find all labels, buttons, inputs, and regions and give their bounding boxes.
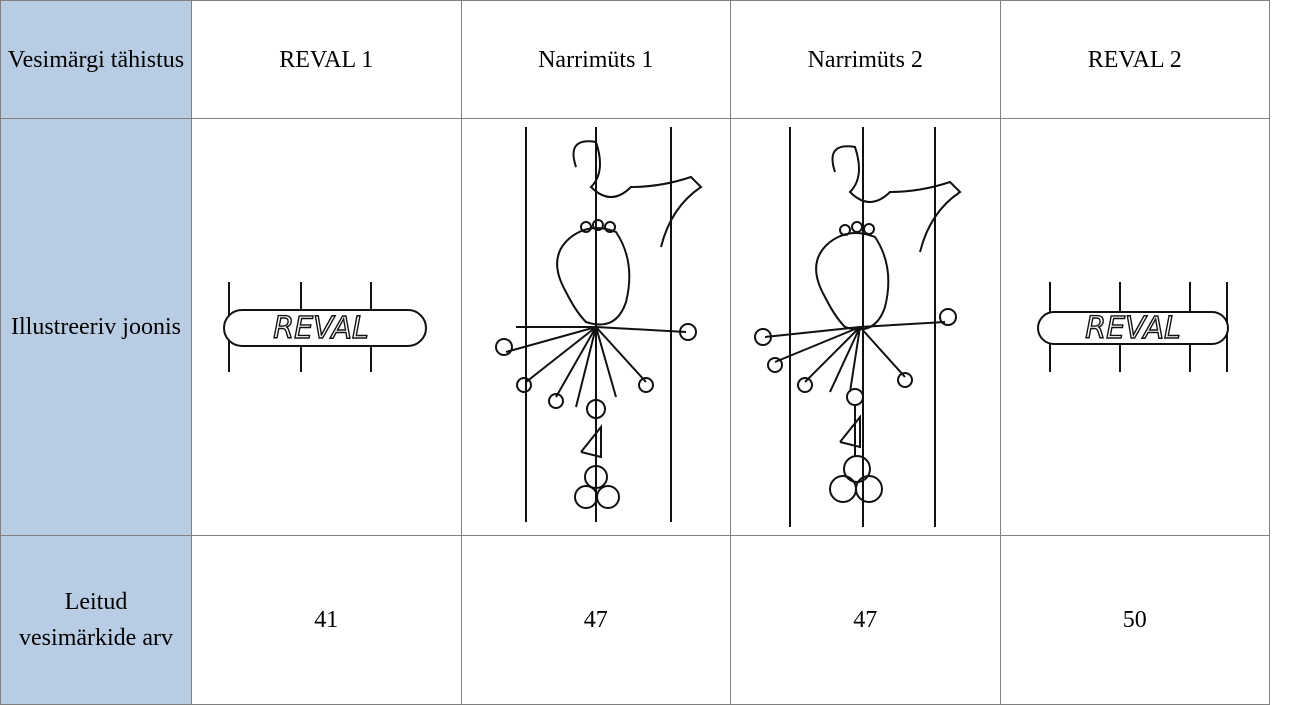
row-label: Vesimärgi tähistus — [0, 0, 192, 119]
jester-drawing — [754, 127, 962, 527]
jester-drawing — [494, 127, 703, 522]
illustration-row: Illustreeriv joonis REVAL — [0, 118, 1270, 536]
column-header: Narrimüts 1 — [460, 0, 731, 119]
illustration-cell — [730, 118, 1001, 536]
illustration-cell: REVAL — [191, 118, 462, 536]
illustration-cell — [460, 118, 731, 536]
count-cell: 47 — [730, 535, 1001, 705]
count-row: Leitud vesimärkide arv 41 47 47 50 — [0, 535, 1270, 705]
illustration-cell: REVAL — [999, 118, 1270, 536]
reval-drawing: REVAL — [1036, 282, 1229, 372]
header-row: Vesimärgi tähistus REVAL 1 Narrimüts 1 N… — [0, 0, 1270, 119]
count-cell: 47 — [460, 535, 731, 705]
column-header: REVAL 2 — [999, 0, 1270, 119]
count-cell: 41 — [191, 535, 462, 705]
row-label: Leitud vesimärkide arv — [0, 535, 192, 705]
inscription: REVAL — [1085, 311, 1181, 346]
column-header: Narrimüts 2 — [730, 0, 1001, 119]
column-header: REVAL 1 — [191, 0, 462, 119]
inscription: REVAL — [273, 311, 369, 346]
count-cell: 50 — [999, 535, 1270, 705]
reval-drawing: REVAL — [223, 282, 428, 372]
row-label: Illustreeriv joonis — [0, 118, 192, 536]
